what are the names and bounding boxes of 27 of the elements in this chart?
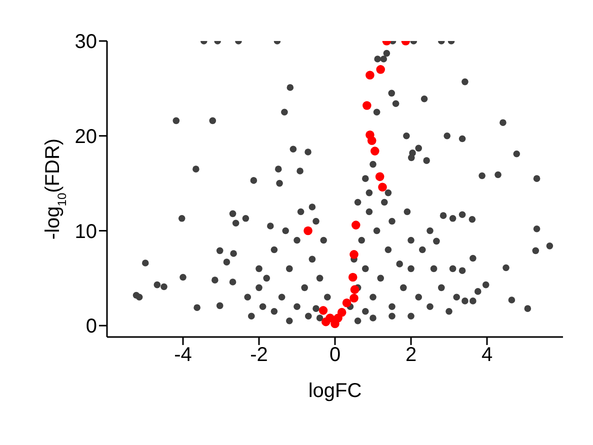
point xyxy=(352,220,360,230)
x-tick-label: -4 xyxy=(174,344,192,366)
point xyxy=(342,298,352,308)
point xyxy=(367,136,376,146)
point xyxy=(366,70,374,80)
x-tick-label: -2 xyxy=(250,344,268,366)
y-tick-label: 30 xyxy=(74,31,97,54)
point xyxy=(350,285,360,294)
point xyxy=(334,314,342,322)
point xyxy=(370,146,380,156)
x-tick-label: 0 xyxy=(329,344,341,366)
x-tick-label: 2 xyxy=(405,344,417,366)
x-tick-label: 4 xyxy=(481,344,493,366)
point xyxy=(348,272,358,282)
point xyxy=(378,182,387,192)
point xyxy=(318,306,328,315)
point xyxy=(350,250,358,259)
y-tick-label: 0 xyxy=(86,316,97,338)
point xyxy=(304,226,312,236)
x-axis-title: logFC xyxy=(308,380,362,402)
point xyxy=(375,172,384,182)
y-tick-label: 10 xyxy=(74,220,97,243)
point xyxy=(376,65,385,74)
point xyxy=(350,294,358,303)
point xyxy=(362,101,372,110)
point xyxy=(321,317,330,326)
y-tick-label: 20 xyxy=(74,126,97,148)
